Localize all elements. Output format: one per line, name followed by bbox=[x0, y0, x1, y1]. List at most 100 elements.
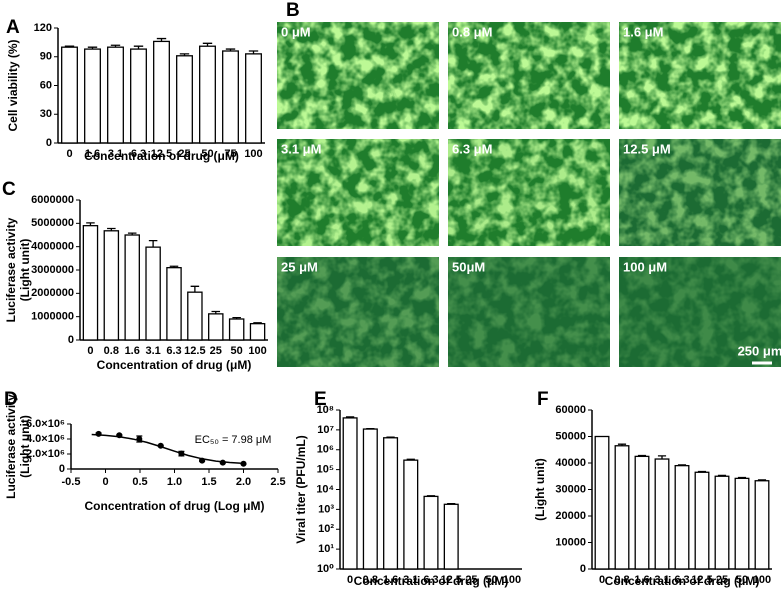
bar bbox=[735, 478, 749, 569]
x-tick-label: 0.8 bbox=[104, 345, 119, 357]
x-tick-label: 100 bbox=[503, 574, 521, 586]
micrograph-label: 0.8 μM bbox=[452, 24, 492, 39]
micrograph-label: 6.3 μM bbox=[452, 141, 492, 156]
micrograph-label: 50μM bbox=[452, 259, 485, 274]
y-tick-label: 10⁴ bbox=[316, 483, 334, 495]
x-tick-label: 25 bbox=[210, 345, 222, 357]
x-tick-label: 1.6 bbox=[634, 574, 649, 586]
bar bbox=[404, 460, 418, 569]
y-axis-label: Luciferase activity bbox=[4, 217, 18, 322]
y-axis-label: (Light unit) bbox=[533, 458, 547, 521]
y-tick-label: 90 bbox=[40, 51, 52, 63]
bar bbox=[83, 226, 97, 340]
x-tick-label: 0 bbox=[102, 476, 108, 488]
data-point bbox=[199, 458, 205, 464]
y-tick-label: 20000 bbox=[555, 510, 586, 522]
x-tick-label: 12.5 bbox=[441, 574, 462, 586]
y-tick-label: 10³ bbox=[318, 503, 334, 515]
x-tick-label: 0 bbox=[87, 345, 93, 357]
scale-bar-label: 250 μm bbox=[738, 343, 783, 358]
x-axis-label: Concentration of drug (μM) bbox=[97, 358, 252, 372]
x-tick-label: 0.5 bbox=[132, 476, 147, 488]
x-tick-label: 100 bbox=[248, 345, 266, 357]
bar bbox=[635, 456, 649, 569]
x-tick-label: 1.0 bbox=[167, 476, 182, 488]
y-tick-label: 10² bbox=[318, 523, 334, 535]
x-tick-label: 3.1 bbox=[145, 345, 160, 357]
bar bbox=[146, 247, 160, 340]
bar bbox=[104, 231, 118, 340]
micrograph-label: 0 μM bbox=[281, 24, 311, 39]
x-tick-label: 12.5 bbox=[151, 148, 172, 160]
x-tick-label: 6.3 bbox=[423, 574, 438, 586]
x-tick-label: 50 bbox=[201, 148, 213, 160]
x-tick-label: 100 bbox=[244, 148, 262, 160]
data-point bbox=[136, 436, 142, 442]
data-point bbox=[220, 460, 226, 466]
bar bbox=[108, 47, 124, 143]
x-tick-label: 50 bbox=[486, 574, 498, 586]
x-tick-label: 75 bbox=[224, 148, 236, 160]
bar bbox=[424, 496, 438, 569]
bar bbox=[363, 429, 377, 569]
panel-label: C bbox=[2, 179, 16, 200]
x-tick-label: 1.5 bbox=[201, 476, 216, 488]
x-tick-label: 2.5 bbox=[270, 476, 285, 488]
bar bbox=[62, 47, 78, 143]
y-tick-label: 30 bbox=[40, 108, 52, 120]
x-tick-label: 0 bbox=[347, 574, 353, 586]
x-tick-label: 25 bbox=[465, 574, 477, 586]
y-tick-label: 2000000 bbox=[31, 287, 74, 299]
x-tick-label: 3.1 bbox=[403, 574, 418, 586]
bar bbox=[384, 438, 398, 569]
bar bbox=[177, 56, 193, 143]
data-point bbox=[116, 432, 122, 438]
bar bbox=[755, 481, 769, 569]
bar bbox=[250, 324, 264, 340]
x-tick-label: 25 bbox=[716, 574, 728, 586]
y-tick-label: 5000000 bbox=[31, 217, 74, 229]
y-tick-label: 3000000 bbox=[31, 264, 74, 276]
y-tick-label: 60000 bbox=[555, 404, 586, 416]
x-tick-label: 100 bbox=[753, 574, 771, 586]
data-point bbox=[96, 431, 102, 437]
bar bbox=[209, 314, 223, 340]
bar bbox=[615, 446, 629, 569]
y-tick-label: 10⁰ bbox=[317, 563, 334, 575]
bar bbox=[343, 418, 357, 569]
bar bbox=[85, 49, 101, 143]
x-tick-label: 6.3 bbox=[674, 574, 689, 586]
x-tick-label: 0.8 bbox=[614, 574, 629, 586]
y-axis-label: Cell viability (%) bbox=[6, 39, 20, 131]
y-tick-label: 0 bbox=[59, 463, 65, 475]
y-tick-label: 10⁸ bbox=[317, 404, 334, 416]
x-tick-label: 12.5 bbox=[691, 574, 712, 586]
x-tick-label: 50 bbox=[736, 574, 748, 586]
micrograph-label: 100 μM bbox=[623, 259, 667, 274]
x-tick-label: 1.6 bbox=[383, 574, 398, 586]
bar bbox=[223, 51, 239, 143]
bar bbox=[154, 41, 170, 143]
x-tick-label: 3.1 bbox=[654, 574, 669, 586]
data-point bbox=[178, 451, 184, 457]
panel-label: F bbox=[537, 389, 549, 410]
y-axis-label: Viral titer (PFU/mL) bbox=[294, 435, 308, 543]
micrograph-label: 12.5 μM bbox=[623, 141, 671, 156]
bar bbox=[131, 49, 147, 143]
x-tick-label: 0 bbox=[66, 148, 72, 160]
bar bbox=[230, 319, 244, 340]
y-axis-label: (Light unit) bbox=[18, 415, 32, 478]
x-tick-label: -0.5 bbox=[62, 476, 81, 488]
bar bbox=[246, 54, 262, 143]
y-axis-label: (Light unit) bbox=[18, 239, 32, 302]
y-tick-label: 6000000 bbox=[31, 194, 74, 206]
x-tick-label: 6.3 bbox=[131, 148, 146, 160]
x-tick-label: 25 bbox=[178, 148, 190, 160]
bar bbox=[695, 472, 709, 569]
y-tick-label: 50000 bbox=[555, 430, 586, 442]
x-tick-label: 6.3 bbox=[166, 345, 181, 357]
bar bbox=[167, 268, 181, 340]
y-tick-label: 0 bbox=[580, 563, 586, 575]
y-tick-label: 10000 bbox=[555, 536, 586, 548]
